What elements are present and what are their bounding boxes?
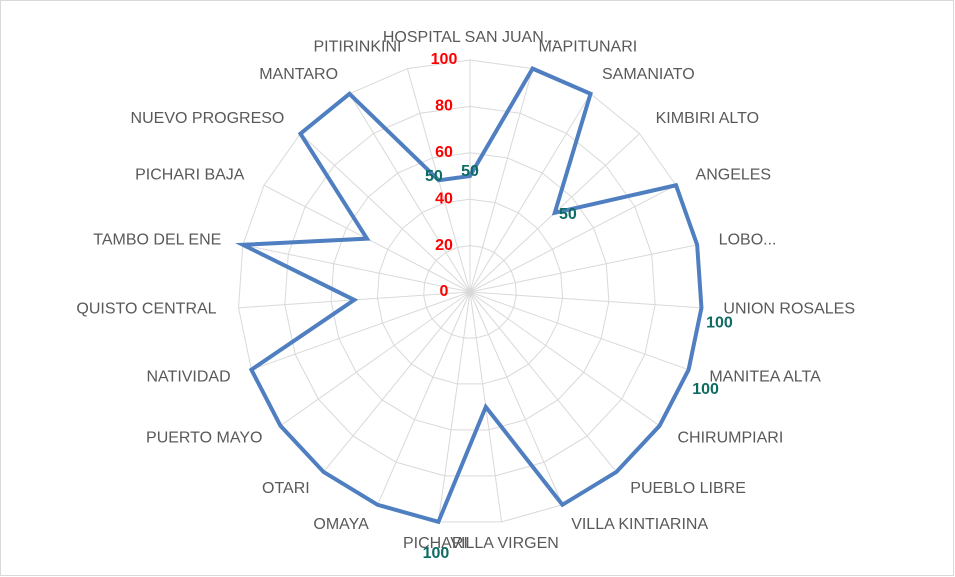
spoke [469, 244, 698, 293]
grid-ring [284, 105, 656, 477]
spoke [469, 291, 660, 427]
spoke [300, 133, 471, 293]
category-label: PUERTO MAYO [146, 430, 262, 447]
grid-ring [330, 152, 610, 431]
data-label: 100 [423, 545, 450, 562]
spoke [323, 291, 471, 473]
category-label: NUEVO PROGRESO [131, 110, 285, 127]
spoke [469, 93, 591, 293]
series-line [235, 66, 704, 525]
data-label: 50 [461, 163, 479, 180]
data-label: 100 [692, 381, 719, 398]
spoke [242, 244, 471, 293]
spoke [349, 93, 471, 293]
category-label: PITIRINKINI [313, 39, 401, 56]
spoke [280, 291, 471, 427]
spoke [469, 291, 563, 505]
category-label: MAPITUNARI [539, 39, 638, 56]
category-label: ANGELES [696, 166, 772, 183]
data-label: 100 [706, 314, 733, 331]
category-label: PUEBLO LIBRE [630, 480, 746, 497]
category-label: VILLA KINTIARINA [571, 516, 708, 533]
category-label: MANITEA ALTA [709, 368, 821, 385]
tick-label: 40 [435, 190, 453, 207]
category-label: HOSPITAL SAN JUAN... [383, 29, 557, 46]
category-label: SAMANIATO [602, 66, 695, 83]
tick-label: 100 [431, 51, 458, 68]
tick-label: 20 [435, 237, 453, 254]
category-label: KIMBIRI ALTO [656, 110, 759, 127]
data-label: 50 [559, 206, 577, 223]
category-label: OMAYA [313, 516, 369, 533]
category-label: VILLA VIRGEN [450, 535, 559, 552]
category-label: NATIVIDAD [147, 368, 231, 385]
category-label: QUISTO CENTRAL [76, 301, 216, 318]
category-label: CHIRUMPIARI [678, 430, 784, 447]
tick-label: 60 [435, 144, 453, 161]
spoke [469, 68, 534, 293]
tick-label: 0 [440, 283, 449, 300]
spoke [437, 291, 471, 522]
spoke [377, 291, 471, 505]
spoke [469, 184, 677, 293]
category-label: PICHARI BAJA [135, 166, 245, 183]
data-label: 50 [425, 168, 443, 185]
category-label: MANTARO [259, 66, 338, 83]
category-label: OTARI [262, 480, 310, 497]
category-label: LOBO... [719, 232, 777, 249]
spoke [469, 291, 702, 309]
spoke [251, 291, 471, 371]
grid-ring [238, 59, 702, 523]
grid-ring [423, 245, 517, 339]
category-label: PICHARI [403, 535, 468, 552]
tick-label: 80 [435, 98, 453, 115]
spoke [469, 291, 617, 473]
category-label: UNION ROSALES [723, 301, 855, 318]
spoke [469, 291, 689, 371]
grid-ring [376, 198, 564, 385]
category-label: TAMBO DEL ENE [93, 232, 221, 249]
